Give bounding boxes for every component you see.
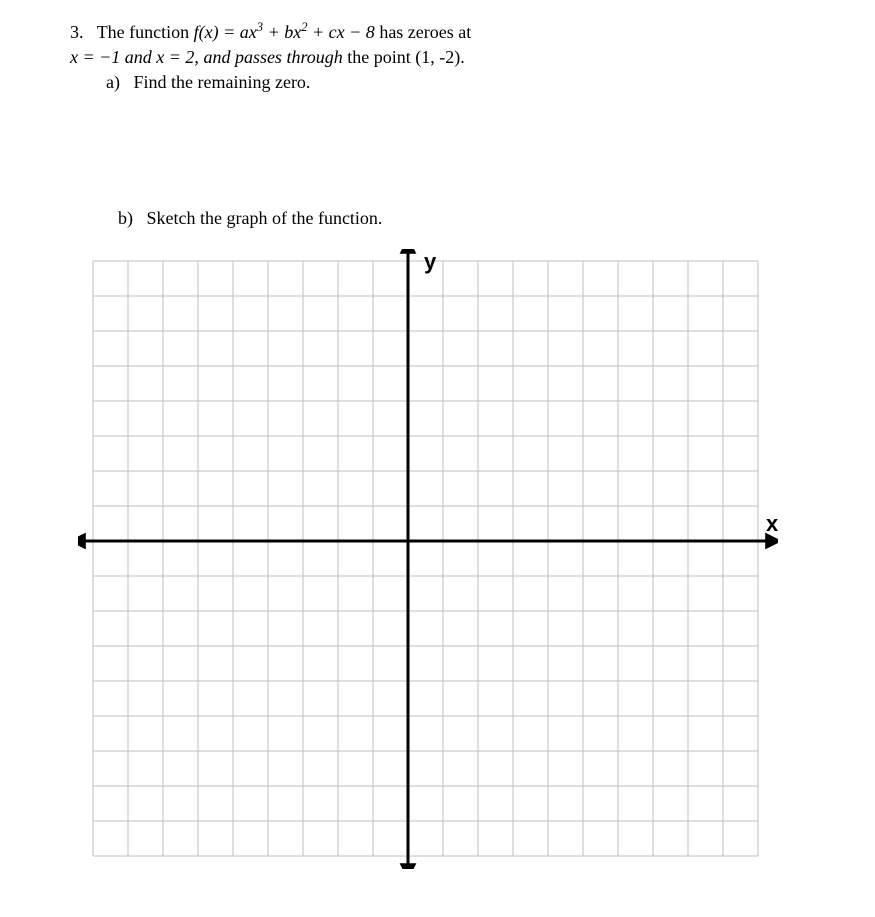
- x-axis-label: x: [766, 511, 778, 536]
- line2-pre: x = −1: [70, 47, 125, 67]
- line2-and: and: [125, 47, 152, 67]
- line2-passes: and passes through: [203, 47, 342, 67]
- coordinate-grid: yx: [78, 249, 778, 869]
- line2-post: the point (1, -2).: [347, 47, 464, 67]
- part-b-text: Sketch the graph of the function.: [147, 208, 383, 228]
- stem-pre: The function: [97, 22, 194, 42]
- problem-line2: x = −1 and x = 2, and passes through the…: [70, 45, 815, 70]
- question-number: 3.: [70, 22, 84, 42]
- func-start: f(x) = ax: [194, 22, 257, 42]
- part-a-label: a): [106, 72, 120, 92]
- stem-post: has zeroes at: [379, 22, 471, 42]
- graph-container: yx: [78, 249, 815, 874]
- y-axis-label: y: [424, 249, 437, 274]
- line2-mid: x = 2,: [156, 47, 203, 67]
- part-a-text: Find the remaining zero.: [133, 72, 310, 92]
- part-a: a) Find the remaining zero.: [70, 70, 815, 95]
- problem-statement: 3. The function f(x) = ax3 + bx2 + cx − …: [70, 20, 815, 231]
- plus-cx: + cx − 8: [308, 22, 375, 42]
- page-root: 3. The function f(x) = ax3 + bx2 + cx − …: [0, 0, 875, 917]
- part-b-label: b): [118, 208, 133, 228]
- problem-line1: 3. The function f(x) = ax3 + bx2 + cx − …: [70, 20, 815, 45]
- part-b: b) Sketch the graph of the function.: [70, 206, 815, 231]
- plus-bx: + bx: [263, 22, 301, 42]
- func-fx: f(x) = ax3 + bx2 + cx − 8: [194, 22, 380, 42]
